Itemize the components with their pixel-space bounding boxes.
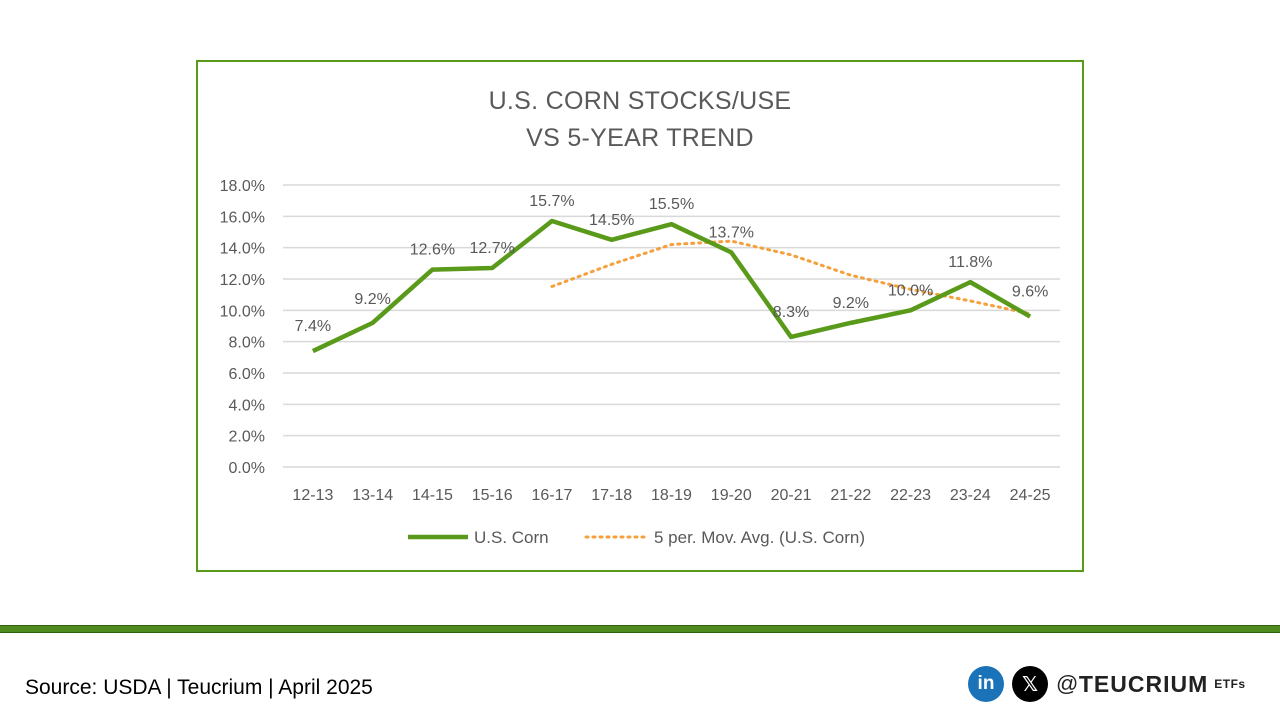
handle-at-symbol: @ — [1056, 671, 1079, 696]
data-label: 15.7% — [529, 193, 574, 210]
data-label: 14.5% — [589, 212, 634, 229]
x-tick-label: 24-25 — [1010, 487, 1051, 504]
y-tick-label: 12.0% — [220, 272, 265, 289]
legend-label-us-corn: U.S. Corn — [474, 528, 549, 547]
brand-suffix: ETFs — [1214, 677, 1246, 691]
y-tick-label: 4.0% — [229, 397, 265, 414]
y-tick-label: 0.0% — [229, 460, 265, 477]
data-label: 12.6% — [410, 242, 455, 259]
series-line-us-corn — [311, 218, 1032, 354]
x-tick-label: 18-19 — [651, 487, 692, 504]
x-tick-label: 19-20 — [711, 487, 752, 504]
series-line-moving-average — [550, 239, 1032, 316]
data-label: 15.5% — [649, 196, 694, 213]
x-tick-label: 15-16 — [472, 487, 513, 504]
x-tick-label: 17-18 — [591, 487, 632, 504]
data-label: 8.3% — [773, 304, 809, 321]
brand-name: TEUCRIUM — [1078, 670, 1209, 697]
y-tick-label: 10.0% — [220, 303, 265, 320]
line-chart: 0.0% 2.0% 4.0% 6.0% 8.0% 10.0% 12.0% 14.0% 16.0%… — [220, 178, 1060, 547]
footer-divider-bar — [0, 625, 1280, 633]
data-label: 9.6% — [1012, 284, 1048, 301]
data-label: 7.4% — [295, 318, 331, 335]
source-text: Source: USDA | Teucrium | April 2025 — [25, 676, 373, 699]
x-tick-label: 12-13 — [292, 487, 333, 504]
social-links: in 𝕏 @ TEUCRIUM ETFs — [968, 665, 1246, 703]
data-label: 11.8% — [948, 254, 992, 271]
chart-title-line-1: U.S. CORN STOCKS/USE — [488, 87, 792, 115]
x-tick-label: 23-24 — [950, 487, 991, 504]
data-label: 10.0% — [888, 282, 933, 299]
data-label: 12.7% — [470, 240, 515, 257]
x-tick-label: 21-22 — [830, 487, 871, 504]
chart-frame: U.S. CORN STOCKS/USE VS 5-YEAR TREND 0.0… — [196, 60, 1084, 572]
y-tick-label: 18.0% — [220, 178, 265, 195]
x-tick-label: 16-17 — [532, 487, 573, 504]
y-tick-label: 8.0% — [229, 335, 265, 352]
y-tick-label: 6.0% — [229, 366, 265, 383]
x-tick-label: 22-23 — [890, 487, 931, 504]
data-label: 9.2% — [833, 295, 869, 312]
linkedin-icon[interactable]: in — [968, 666, 1004, 702]
x-tick-label: 20-21 — [771, 487, 812, 504]
y-tick-label: 2.0% — [229, 429, 265, 446]
legend-label-moving-average: 5 per. Mov. Avg. (U.S. Corn) — [654, 528, 865, 547]
y-tick-label: 14.0% — [220, 241, 265, 258]
chart-title-line-2: VS 5-YEAR TREND — [526, 124, 754, 152]
x-tick-label: 14-15 — [412, 487, 453, 504]
data-label: 9.2% — [354, 291, 390, 308]
x-tick-label: 13-14 — [352, 487, 393, 504]
x-twitter-icon[interactable]: 𝕏 — [1012, 666, 1048, 702]
y-tick-label: 16.0% — [220, 209, 265, 226]
data-label: 13.7% — [709, 224, 754, 241]
